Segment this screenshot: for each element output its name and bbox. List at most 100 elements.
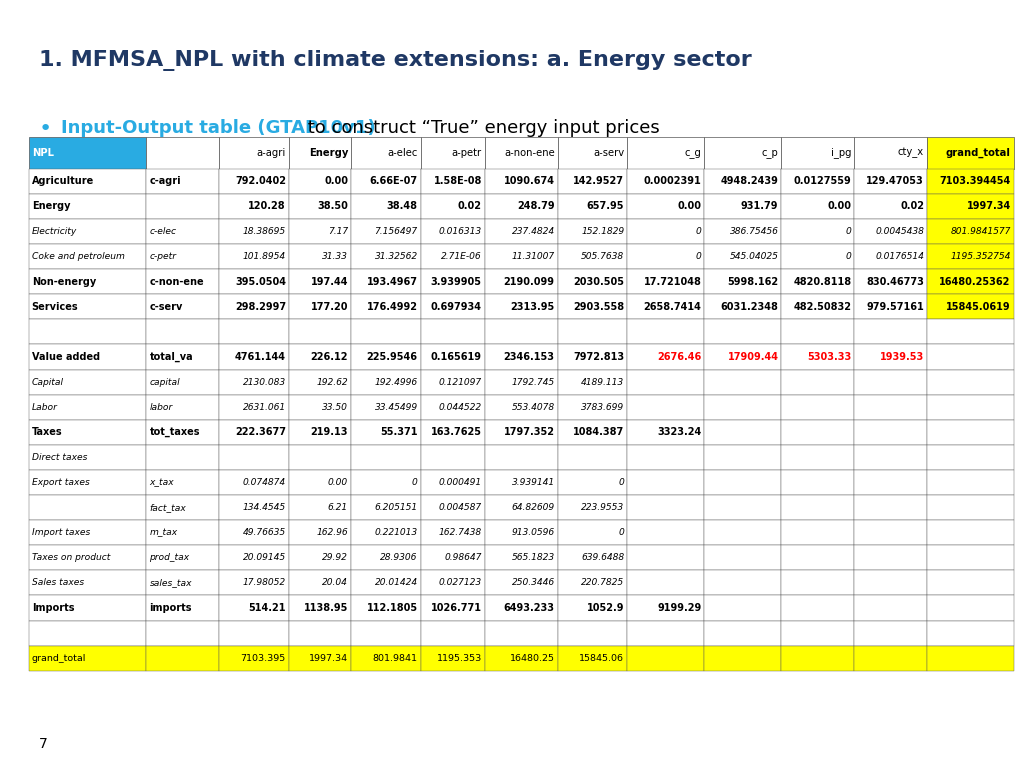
Bar <box>927 137 1014 169</box>
Bar <box>146 621 219 646</box>
Text: 248.79: 248.79 <box>517 201 555 211</box>
Bar <box>146 345 219 369</box>
Bar <box>558 319 628 345</box>
Bar <box>29 646 146 670</box>
Bar <box>558 169 628 194</box>
Bar <box>289 445 351 470</box>
Bar <box>351 219 421 244</box>
Bar <box>558 595 628 621</box>
Bar <box>421 395 484 420</box>
Bar <box>927 345 1014 369</box>
Text: 222.3677: 222.3677 <box>234 427 286 437</box>
Bar <box>351 445 421 470</box>
Bar <box>927 520 1014 545</box>
Text: c_g: c_g <box>684 147 701 157</box>
Text: 0.165619: 0.165619 <box>431 352 482 362</box>
Text: 0.221013: 0.221013 <box>375 528 418 538</box>
Bar <box>628 646 705 670</box>
Text: 15845.0619: 15845.0619 <box>946 302 1011 312</box>
Bar <box>29 520 146 545</box>
Text: 162.7438: 162.7438 <box>438 528 482 538</box>
Text: 20.04: 20.04 <box>323 578 348 588</box>
Text: 29.92: 29.92 <box>323 553 348 562</box>
Bar <box>289 520 351 545</box>
Bar <box>289 595 351 621</box>
Text: 3323.24: 3323.24 <box>657 427 701 437</box>
Bar <box>558 646 628 670</box>
Bar <box>927 294 1014 319</box>
Text: 0: 0 <box>846 227 851 236</box>
Bar <box>289 319 351 345</box>
Bar <box>705 646 781 670</box>
Bar <box>421 470 484 495</box>
Text: 142.9527: 142.9527 <box>573 177 625 187</box>
Bar <box>351 319 421 345</box>
Bar <box>628 545 705 571</box>
Text: 2676.46: 2676.46 <box>657 352 701 362</box>
Bar <box>484 169 558 194</box>
Text: 0.02: 0.02 <box>900 201 924 211</box>
Bar <box>628 369 705 395</box>
Text: Taxes: Taxes <box>32 427 62 437</box>
Bar <box>289 219 351 244</box>
Bar <box>146 369 219 395</box>
Bar <box>705 194 781 219</box>
Bar <box>219 194 289 219</box>
Bar <box>854 545 927 571</box>
Bar <box>854 520 927 545</box>
Text: 192.62: 192.62 <box>316 378 348 386</box>
Bar <box>781 621 854 646</box>
Text: a-agri: a-agri <box>257 147 286 157</box>
Bar <box>628 395 705 420</box>
Bar <box>781 270 854 294</box>
Bar <box>927 621 1014 646</box>
Bar <box>219 137 289 169</box>
Bar <box>219 495 289 520</box>
Bar <box>927 545 1014 571</box>
Bar <box>421 420 484 445</box>
Text: a-serv: a-serv <box>593 147 625 157</box>
Text: 6493.233: 6493.233 <box>504 603 555 613</box>
Text: 0.000491: 0.000491 <box>438 478 482 487</box>
Bar <box>351 137 421 169</box>
Bar <box>781 470 854 495</box>
Text: 193.4967: 193.4967 <box>367 276 418 286</box>
Text: 0.0045438: 0.0045438 <box>876 227 924 236</box>
Bar <box>219 595 289 621</box>
Text: 0.004587: 0.004587 <box>438 503 482 512</box>
Bar <box>289 621 351 646</box>
Bar <box>351 646 421 670</box>
Bar <box>705 545 781 571</box>
Bar <box>927 219 1014 244</box>
Bar <box>146 294 219 319</box>
Text: 7103.394454: 7103.394454 <box>940 177 1011 187</box>
Bar <box>781 244 854 270</box>
Bar <box>854 169 927 194</box>
Bar <box>854 369 927 395</box>
Text: c-serv: c-serv <box>150 302 183 312</box>
Bar <box>558 294 628 319</box>
Text: 2313.95: 2313.95 <box>510 302 555 312</box>
Bar <box>421 137 484 169</box>
Bar <box>421 545 484 571</box>
Text: 1997.34: 1997.34 <box>967 201 1011 211</box>
Bar <box>421 445 484 470</box>
Text: 1138.95: 1138.95 <box>304 603 348 613</box>
Text: Capital: Capital <box>32 378 63 386</box>
Text: m_tax: m_tax <box>150 528 177 538</box>
Bar <box>421 520 484 545</box>
Bar <box>219 319 289 345</box>
Bar <box>484 270 558 294</box>
Bar <box>854 194 927 219</box>
Bar <box>289 345 351 369</box>
Bar <box>219 646 289 670</box>
Bar <box>854 571 927 595</box>
Bar <box>927 445 1014 470</box>
Text: fact_tax: fact_tax <box>150 503 186 512</box>
Bar <box>854 445 927 470</box>
Text: a-petr: a-petr <box>452 147 482 157</box>
Text: 298.2997: 298.2997 <box>234 302 286 312</box>
Bar <box>219 169 289 194</box>
Bar <box>29 470 146 495</box>
Text: 134.4545: 134.4545 <box>243 503 286 512</box>
